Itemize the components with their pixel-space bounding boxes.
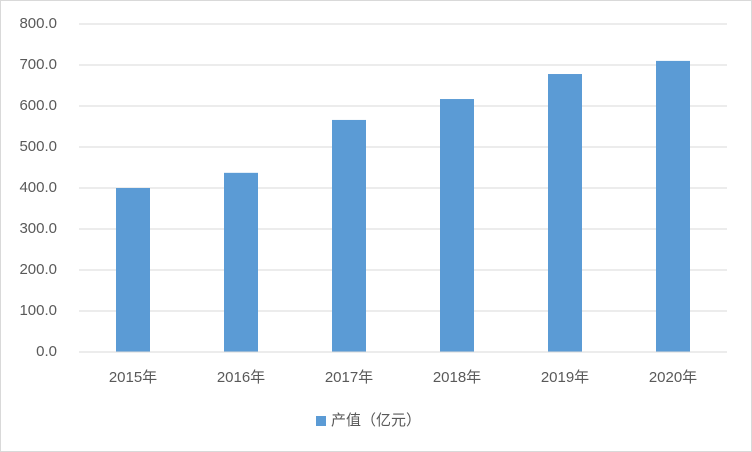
y-tick-label: 800.0 <box>19 15 57 32</box>
y-tick-label: 600.0 <box>19 97 57 114</box>
y-tick-label: 400.0 <box>19 179 57 196</box>
legend-swatch <box>316 416 326 426</box>
y-tick-label: 700.0 <box>19 56 57 73</box>
x-tick-label: 2016年 <box>217 369 265 386</box>
bar <box>656 60 690 353</box>
bar <box>224 172 258 352</box>
y-tick-label: 300.0 <box>19 220 57 237</box>
y-tick-label: 100.0 <box>19 302 57 319</box>
bar <box>440 99 474 352</box>
y-tick-label: 0.0 <box>36 343 57 360</box>
legend-label: 产值（亿元） <box>331 412 421 429</box>
x-tick-label: 2019年 <box>541 369 589 386</box>
y-tick-label: 200.0 <box>19 261 57 278</box>
x-tick-label: 2020年 <box>649 369 697 386</box>
x-tick-label: 2017年 <box>325 369 373 386</box>
x-tick-label: 2018年 <box>433 369 481 386</box>
bar <box>332 119 366 352</box>
y-tick-label: 500.0 <box>19 138 57 155</box>
x-tick-label: 2015年 <box>109 369 157 386</box>
bar <box>116 188 150 352</box>
bar <box>548 74 582 353</box>
